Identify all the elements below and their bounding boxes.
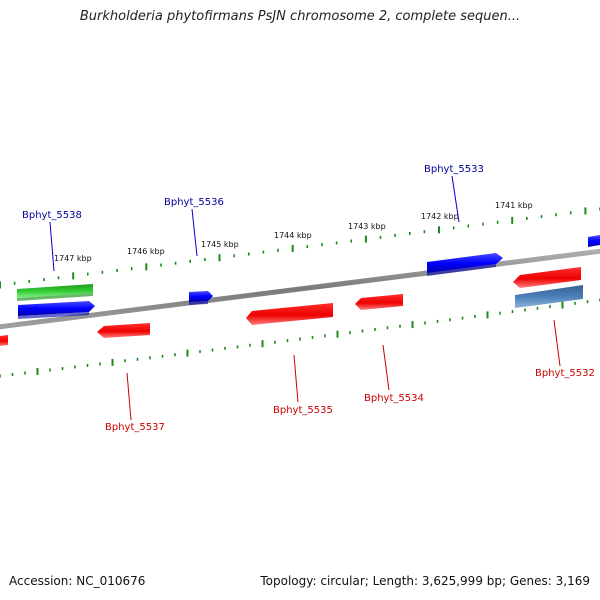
scale-label-1747: 1747 kbp	[54, 254, 92, 263]
gene-edge-forward[interactable]	[588, 235, 600, 247]
gene-label-bphyt-5537[interactable]: Bphyt_5537	[105, 422, 165, 433]
gene-label-bphyt-5534[interactable]: Bphyt_5534	[364, 393, 424, 404]
gene-edge-reverse[interactable]	[0, 335, 8, 346]
scale-ticks-outer	[0, 207, 600, 289]
gene-bphyt-5538-highlight[interactable]	[17, 284, 93, 301]
leader-bphyt-5532	[553, 319, 561, 367]
gene-labels: Bphyt_5538 Bphyt_5536 Bphyt_5533 Bphyt_5…	[22, 164, 595, 433]
gene-bphyt-5536[interactable]	[189, 291, 213, 305]
scale-labels: 1747 kbp 1746 kbp 1745 kbp 1744 kbp 1743…	[54, 201, 533, 263]
gene-features	[0, 235, 600, 346]
leader-bphyt-5533	[451, 175, 460, 223]
gene-bphyt-5537[interactable]	[97, 323, 150, 338]
scale-label-1743: 1743 kbp	[348, 222, 386, 231]
scale-label-1741: 1741 kbp	[495, 201, 533, 210]
scale-label-1745: 1745 kbp	[201, 240, 239, 249]
gene-bphyt-5532[interactable]	[515, 285, 583, 308]
gene-bphyt-5538[interactable]	[18, 301, 95, 319]
leader-bphyt-5535	[293, 354, 299, 403]
scale-label-1744: 1744 kbp	[274, 231, 312, 240]
scale-label-1746: 1746 kbp	[127, 247, 165, 256]
gene-label-bphyt-5532[interactable]: Bphyt_5532	[535, 368, 595, 379]
accession-label: Accession: NC_010676	[9, 574, 146, 588]
gene-label-bphyt-5533[interactable]: Bphyt_5533	[424, 164, 484, 175]
gene-bphyt-5532-red[interactable]	[513, 267, 581, 288]
leader-bphyt-5536	[191, 208, 198, 257]
leader-bphyt-5537	[126, 372, 132, 421]
gene-label-bphyt-5538[interactable]: Bphyt_5538	[22, 210, 82, 221]
map-title: Burkholderia phytofirmans PsJN chromosom…	[79, 9, 521, 24]
gene-label-bphyt-5536[interactable]: Bphyt_5536	[164, 197, 224, 208]
gene-bphyt-5534[interactable]	[355, 294, 403, 310]
chromosome-backbone	[0, 248, 600, 330]
scale-ticks-inner	[0, 298, 600, 378]
gene-bphyt-5533[interactable]	[427, 253, 503, 276]
gene-label-bphyt-5535[interactable]: Bphyt_5535	[273, 405, 333, 416]
gene-label-leaders	[49, 175, 561, 421]
leader-bphyt-5538	[49, 221, 55, 272]
sequence-summary: Topology: circular; Length: 3,625,999 bp…	[260, 574, 590, 588]
gene-bphyt-5535[interactable]	[246, 303, 333, 325]
scale-label-1742: 1742 kbp	[421, 212, 459, 221]
leader-bphyt-5534	[382, 344, 390, 391]
